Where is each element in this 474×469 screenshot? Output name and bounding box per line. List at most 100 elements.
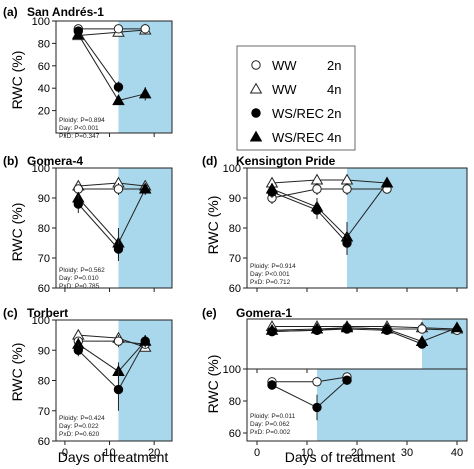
stats-line: Ploidy: P=0.894 [59, 117, 105, 124]
legend-ploidy-label: 4n [327, 130, 341, 145]
ytick-label: 90 [38, 193, 50, 205]
stats-line: Day: P=0.010 [59, 275, 99, 282]
data-point [417, 339, 427, 349]
data-point [382, 325, 392, 335]
data-point [112, 94, 125, 106]
data-point [73, 26, 84, 36]
stats-line: Day: P=0.022 [59, 423, 99, 430]
xtick-label: 40 [451, 447, 463, 459]
panel-title: Gomera-1 [236, 306, 292, 320]
ytick-label: 70 [38, 253, 50, 265]
data-point [113, 244, 124, 254]
data-point [73, 199, 84, 209]
data-point [417, 324, 427, 334]
series-line [272, 326, 458, 330]
panel-label: (d) [202, 154, 217, 168]
data-point [312, 205, 322, 215]
ylabel-a: RWC (%) [9, 51, 25, 110]
ytick-label: 90 [229, 193, 241, 205]
stats-line: Day: P<0.001 [59, 125, 99, 132]
panel-title: Gomera-4 [27, 154, 83, 168]
ylabel-e: RWC (%) [205, 355, 221, 414]
panel-label: (e) [202, 306, 217, 320]
series-line [271, 179, 388, 184]
ytick-label: 70 [229, 253, 241, 265]
data-point [312, 184, 322, 194]
ytick-label: 90 [38, 345, 50, 357]
legend-group-label: WW [272, 58, 297, 73]
legend-marker [249, 82, 263, 94]
stats-line: Day: P<0.001 [250, 271, 290, 278]
xlabel-e: Days of treatment [285, 449, 396, 465]
series-line [271, 188, 387, 199]
ytick-label: 60 [229, 283, 241, 295]
ytick-label: 40 [38, 83, 50, 95]
ytick-label: 80 [38, 38, 50, 50]
panel-5: (e) Gomera-1 [202, 306, 468, 373]
panel-3: 60 70 80 90 100 0 10 20 (c) Torbert Ploidy: P=0.42… [3, 306, 173, 459]
stats-line: Ploidy: P=0.424 [59, 415, 105, 422]
stats-line: PxD: P=0.347 [59, 133, 100, 140]
panel-2: 60 70 80 90 100 (b) Gomera-4 Ploidy: P=0.562Day… [3, 154, 173, 295]
ytick-label: 60 [229, 428, 241, 440]
data-point [310, 173, 324, 185]
panel-title: San Andrés-1 [27, 5, 104, 19]
ytick-label: 20 [38, 106, 50, 118]
legend-marker [251, 60, 261, 70]
shaded-region [347, 168, 467, 288]
ytick-label: 100 [32, 163, 50, 175]
data-point [138, 182, 152, 194]
ytick-label: 60 [38, 436, 50, 448]
xtick-label: 30 [401, 447, 413, 459]
legend-ploidy-label: 4n [327, 82, 341, 97]
ylabel-b: RWC (%) [9, 203, 25, 262]
data-point [113, 24, 124, 34]
data-point [113, 336, 124, 346]
panel-label: (b) [3, 154, 18, 168]
data-point [342, 238, 352, 248]
series-ws-rec-2n [267, 324, 427, 349]
data-point [267, 326, 277, 337]
ytick-label: 100 [223, 364, 241, 376]
shaded-region [118, 21, 172, 133]
legend-ploidy-label: 2n [327, 106, 341, 121]
data-point [312, 325, 322, 335]
data-point [73, 345, 84, 355]
legend-ploidy-label: 2n [327, 58, 341, 73]
data-point [450, 321, 464, 333]
xtick-label: 20 [351, 447, 363, 459]
data-point [312, 377, 322, 387]
legend-group-label: WS/REC [272, 130, 324, 145]
stats-line: Ploidy: P=0.914 [250, 263, 296, 270]
xtick-label: 10 [103, 447, 115, 459]
ytick-label: 70 [38, 406, 50, 418]
plot-frame [55, 20, 173, 134]
series-line [271, 182, 388, 238]
data-point [140, 336, 150, 346]
xlabel-c: Days of treatment [58, 449, 169, 465]
stats-line: Ploidy: P=0.011 [250, 413, 296, 420]
data-point [342, 375, 352, 385]
legend-group-label: WS/REC [272, 106, 324, 121]
shaded-region [422, 319, 467, 369]
ytick-label: 100 [32, 16, 50, 28]
series-ws-rec-2n [267, 375, 352, 421]
series-line [77, 203, 119, 250]
xtick-label: 0 [254, 447, 260, 459]
series-ws-rec-2n [73, 335, 150, 411]
stats-line: Day: P=0.062 [250, 421, 290, 428]
data-point [113, 82, 124, 92]
data-point [113, 384, 124, 395]
panel-title: Torbert [27, 306, 68, 320]
shaded-region [317, 369, 467, 441]
stats-line: Ploidy: P=0.562 [59, 267, 105, 274]
data-point [342, 184, 352, 194]
panel-4: 60 70 80 90 100 (d) Kensington Pride Ploidy: P=… [202, 154, 468, 295]
data-point [267, 187, 277, 197]
legend-group-label: WW [272, 82, 297, 97]
